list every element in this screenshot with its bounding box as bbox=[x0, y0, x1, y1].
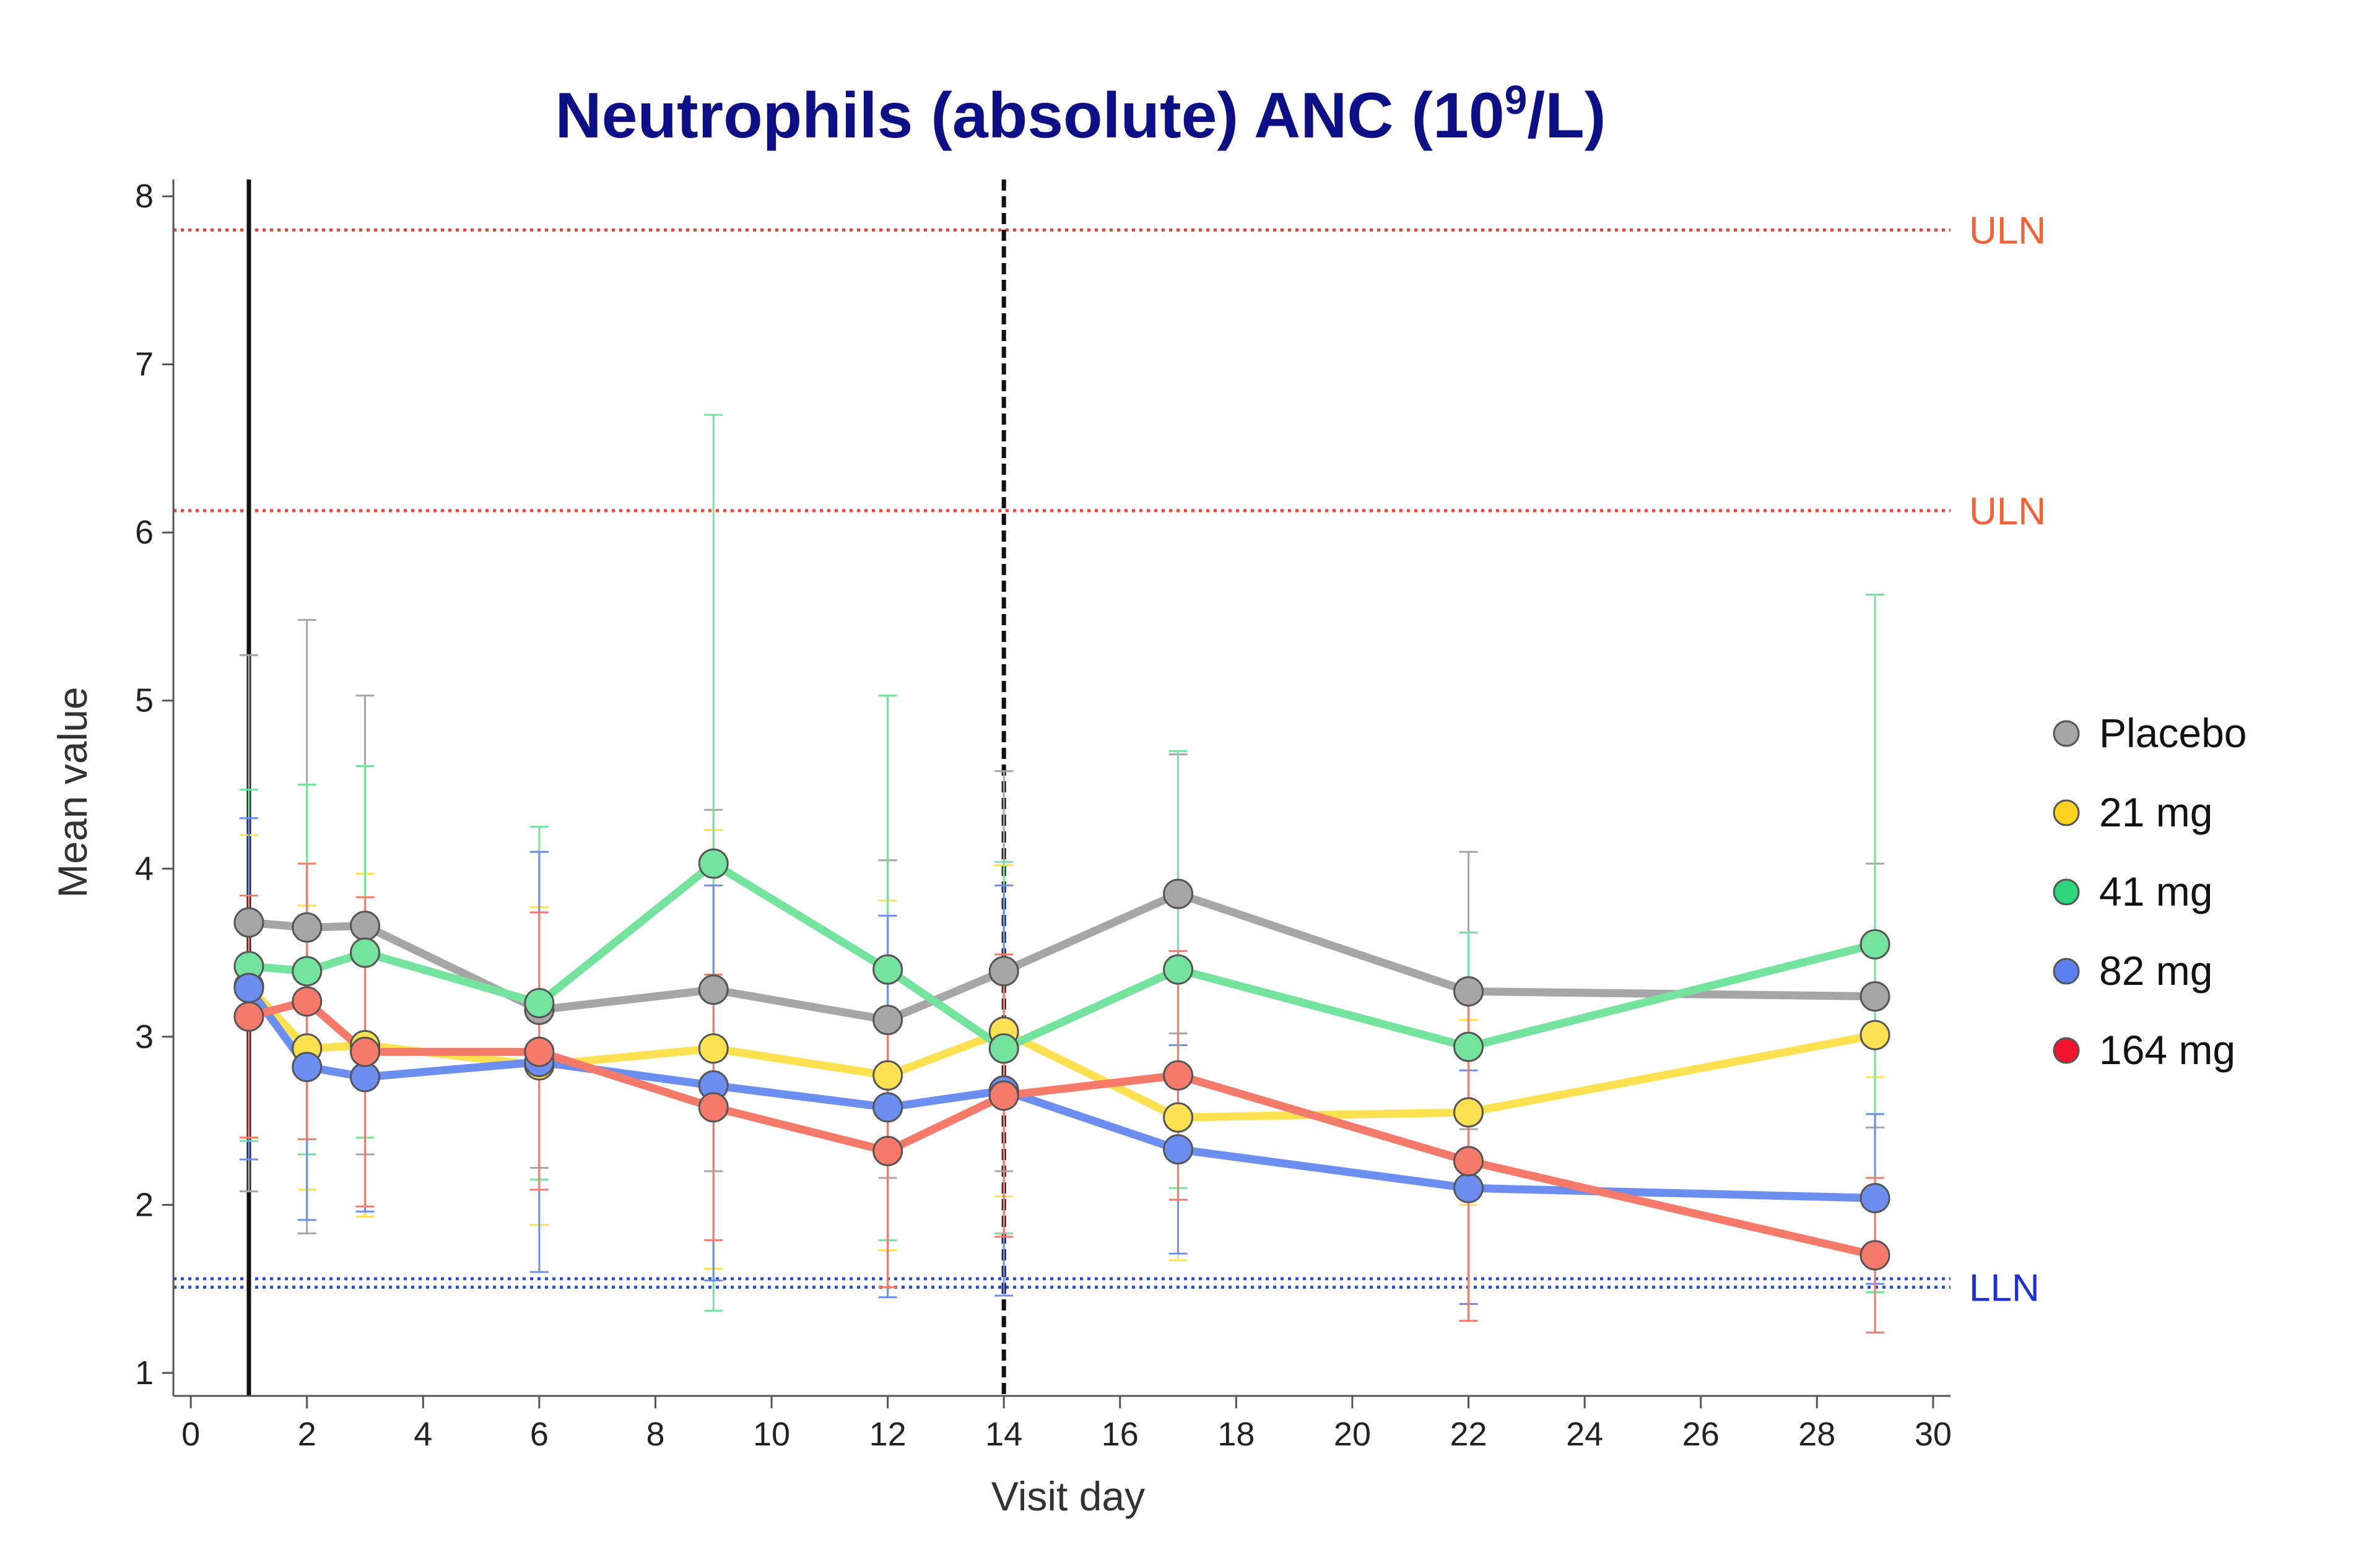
legend-label: 82 mg bbox=[2099, 948, 2212, 994]
x-tick-label: 6 bbox=[530, 1416, 549, 1453]
data-point bbox=[1163, 1060, 1194, 1091]
y-tick-label: 8 bbox=[135, 178, 154, 215]
legend-label: 41 mg bbox=[2099, 868, 2212, 914]
x-tick-label: 10 bbox=[753, 1416, 790, 1453]
x-tick-label: 18 bbox=[1217, 1416, 1255, 1453]
data-point bbox=[1859, 929, 1890, 959]
data-point bbox=[1859, 1182, 1890, 1213]
x-tick-label: 30 bbox=[1915, 1416, 1952, 1453]
data-point bbox=[872, 1092, 903, 1123]
data-point bbox=[1453, 976, 1484, 1007]
legend-marker bbox=[2053, 878, 2080, 906]
x-tick-label: 0 bbox=[181, 1416, 200, 1453]
legend: Placebo 21 mg 41 mg 82 mg 164 mg bbox=[2053, 710, 2247, 1073]
data-point bbox=[1163, 1102, 1194, 1133]
chart-title: Neutrophils (absolute) ANC (109/L) bbox=[555, 77, 1606, 152]
data-point bbox=[350, 911, 381, 942]
chart-title-end: /L) bbox=[1527, 80, 1606, 152]
y-tick-label: 2 bbox=[135, 1186, 154, 1223]
data-point bbox=[292, 986, 323, 1017]
x-tick-label: 28 bbox=[1798, 1416, 1835, 1453]
data-point bbox=[1859, 981, 1890, 1012]
series-line-3 bbox=[245, 984, 1879, 1202]
data-point bbox=[1163, 954, 1194, 985]
data-point bbox=[988, 1080, 1019, 1111]
data-point bbox=[698, 974, 729, 1005]
legend-marker bbox=[2053, 1037, 2080, 1064]
data-point bbox=[698, 1033, 729, 1064]
series-3-markers bbox=[233, 972, 1890, 1213]
y-tick-label: 6 bbox=[135, 514, 154, 551]
x-tick-label: 8 bbox=[646, 1416, 664, 1453]
data-point bbox=[1453, 1031, 1484, 1062]
legend-marker bbox=[2053, 720, 2080, 747]
data-point bbox=[292, 912, 323, 943]
chart-title-superscript: 9 bbox=[1505, 77, 1528, 123]
data-point bbox=[292, 1052, 323, 1083]
data-point bbox=[233, 907, 264, 938]
x-tick-label: 2 bbox=[298, 1416, 316, 1453]
series-line-4 bbox=[245, 997, 1879, 1260]
y-tick-label: 1 bbox=[135, 1354, 154, 1392]
x-tick-label: 26 bbox=[1682, 1416, 1720, 1453]
legend-marker bbox=[2053, 799, 2080, 826]
x-tick-label: 24 bbox=[1566, 1416, 1603, 1453]
data-point bbox=[698, 848, 729, 879]
x-tick-label: 16 bbox=[1102, 1416, 1139, 1453]
legend-label: 21 mg bbox=[2099, 789, 2212, 835]
data-point bbox=[524, 987, 555, 1018]
x-tick-label: 12 bbox=[869, 1416, 907, 1453]
x-tick-label: 20 bbox=[1334, 1416, 1371, 1453]
y-tick-label: 3 bbox=[135, 1018, 154, 1055]
legend-label: Placebo bbox=[2099, 710, 2247, 756]
data-point bbox=[1453, 1172, 1484, 1203]
data-point bbox=[292, 956, 323, 987]
y-tick-label: 5 bbox=[135, 682, 154, 719]
series-4-markers bbox=[233, 986, 1890, 1271]
data-point bbox=[350, 1036, 381, 1067]
legend-label: 164 mg bbox=[2099, 1027, 2235, 1073]
data-point bbox=[1163, 878, 1194, 909]
data-point bbox=[988, 956, 1019, 987]
data-point bbox=[1453, 1097, 1484, 1128]
data-point bbox=[350, 1062, 381, 1093]
x-tick-label: 4 bbox=[414, 1416, 432, 1453]
y-axis-label: Mean value bbox=[50, 687, 95, 898]
data-point bbox=[524, 1036, 555, 1067]
data-point bbox=[872, 1005, 903, 1036]
x-tick-label: 14 bbox=[985, 1416, 1022, 1453]
series-line-2 bbox=[245, 859, 1879, 1053]
x-tick-label: 22 bbox=[1450, 1416, 1487, 1453]
data-point bbox=[872, 1060, 903, 1091]
data-point bbox=[988, 1033, 1019, 1064]
lln-line-lower-label: LLN bbox=[1969, 1267, 2040, 1309]
uln-line-lower-label: ULN bbox=[1969, 490, 2046, 533]
uln-line-upper-label: ULN bbox=[1969, 209, 2046, 252]
data-point bbox=[1859, 1020, 1890, 1050]
chart-title-main: Neutrophils (absolute) ANC (10 bbox=[555, 80, 1505, 152]
series-line-0 bbox=[245, 890, 1879, 1024]
data-point bbox=[872, 954, 903, 985]
y-tick-label: 4 bbox=[135, 850, 154, 887]
y-tick-label: 7 bbox=[135, 346, 154, 383]
data-point bbox=[872, 1135, 903, 1166]
series-2-markers bbox=[233, 848, 1890, 1064]
data-point bbox=[1453, 1146, 1484, 1177]
data-point bbox=[698, 1092, 729, 1123]
data-point bbox=[1859, 1240, 1890, 1271]
data-point bbox=[233, 972, 264, 1003]
legend-marker bbox=[2053, 958, 2080, 985]
series-layer bbox=[233, 414, 1890, 1334]
data-point bbox=[233, 1001, 264, 1032]
x-axis-label: Visit day bbox=[991, 1473, 1145, 1519]
data-point bbox=[350, 937, 381, 968]
data-point bbox=[1163, 1134, 1194, 1165]
